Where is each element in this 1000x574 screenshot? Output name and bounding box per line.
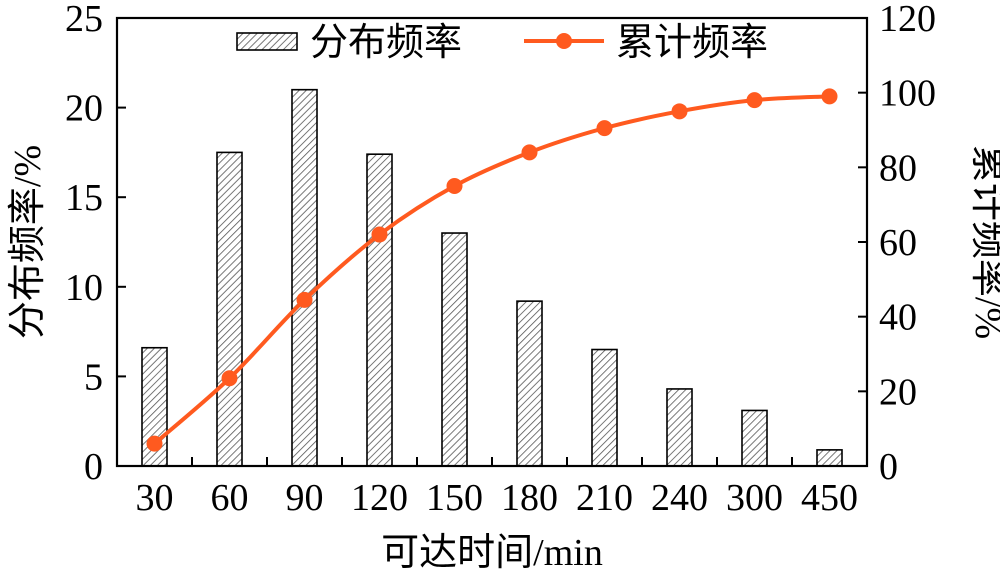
x-tick-label: 240 — [651, 477, 708, 519]
line-point — [746, 92, 763, 109]
left-tick-label: 25 — [65, 0, 103, 40]
line-point — [521, 144, 538, 161]
right-tick-label: 0 — [879, 446, 898, 488]
line-point — [671, 103, 688, 120]
y2-axis-title: 累计频率/% — [967, 145, 1000, 339]
bar — [366, 153, 393, 467]
left-tick-label: 10 — [65, 267, 103, 309]
line-point — [596, 120, 613, 137]
cumulative-line — [153, 94, 830, 446]
x-tick-label: 180 — [501, 477, 558, 519]
left-tick-label: 5 — [84, 356, 103, 398]
line-series — [146, 88, 838, 452]
right-tick-label: 20 — [879, 371, 917, 413]
bar — [741, 409, 768, 467]
bar — [816, 449, 843, 467]
left-tick-label: 0 — [84, 446, 103, 488]
legend-bar-label: 分布频率 — [310, 22, 462, 64]
x-axis: 30 60 90 120 150 180 210 240 300 450 — [116, 457, 868, 519]
x-tick-label: 60 — [211, 477, 249, 519]
x-tick-label: 30 — [136, 477, 174, 519]
x-tick-label: 210 — [576, 477, 633, 519]
bar — [591, 348, 618, 467]
line-point — [221, 370, 238, 387]
right-tick-label: 120 — [879, 0, 936, 40]
y-axis-title: 分布频率/% — [7, 145, 49, 339]
left-tick-label: 20 — [65, 88, 103, 130]
right-tick-label: 80 — [879, 147, 917, 189]
x-axis-title: 可达时间/min — [381, 532, 603, 574]
left-axis: 0 5 10 15 20 25 — [65, 0, 126, 488]
line-point — [446, 178, 463, 194]
right-tick-label: 60 — [879, 222, 917, 264]
x-tick-label: 120 — [351, 477, 408, 519]
line-point — [821, 88, 838, 105]
right-tick-label: 100 — [879, 73, 936, 115]
line-point — [371, 226, 388, 243]
line-point — [146, 435, 163, 452]
x-tick-label: 450 — [801, 477, 858, 519]
legend-line-label: 累计频率 — [616, 22, 768, 64]
bar — [666, 388, 693, 467]
x-tick-label: 90 — [286, 477, 324, 519]
bar-series — [141, 88, 843, 467]
legend-line-marker — [556, 33, 572, 49]
legend-bar-swatch — [236, 32, 298, 51]
left-tick-label: 15 — [65, 177, 103, 219]
right-tick-label: 40 — [879, 297, 917, 339]
right-axis: 0 20 40 60 80 100 120 — [858, 0, 936, 488]
bar — [291, 88, 318, 467]
x-tick-label: 150 — [426, 477, 483, 519]
bar — [216, 151, 243, 467]
bar — [516, 300, 543, 467]
line-point — [296, 291, 313, 308]
legend: 分布频率 累计频率 — [236, 22, 768, 64]
x-tick-label: 300 — [726, 477, 783, 519]
bar — [441, 232, 468, 467]
